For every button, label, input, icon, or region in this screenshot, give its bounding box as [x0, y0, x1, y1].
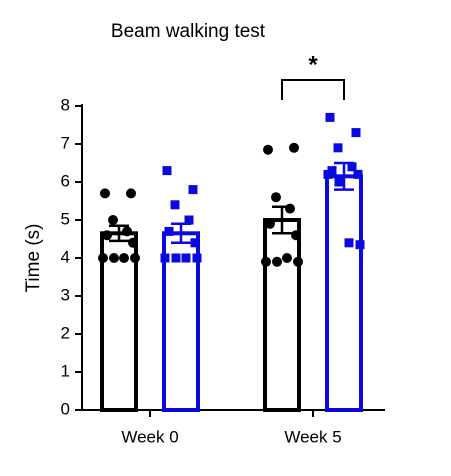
- data-point: [109, 253, 119, 263]
- y-tick-label: 5: [61, 209, 70, 228]
- data-point: [293, 256, 303, 267]
- data-point: [102, 230, 112, 241]
- data-point: [170, 200, 180, 210]
- data-point: [98, 253, 108, 263]
- y-axis-label: Time (s): [23, 224, 44, 293]
- data-point: [184, 215, 194, 225]
- data-point: [128, 237, 138, 248]
- data-point: [325, 112, 335, 122]
- data-point: [265, 218, 275, 229]
- data-point: [347, 162, 357, 172]
- y-tick-label: 1: [61, 361, 70, 380]
- data-point: [188, 185, 198, 195]
- data-point: [190, 238, 200, 248]
- data-point: [271, 192, 281, 203]
- data-point: [192, 253, 202, 263]
- y-tick-label: 6: [61, 171, 70, 190]
- data-point: [344, 238, 354, 248]
- data-point: [272, 256, 282, 267]
- data-point: [333, 143, 343, 153]
- significance-bracket: [281, 79, 345, 100]
- data-point: [355, 240, 365, 250]
- data-point: [108, 215, 118, 225]
- data-point: [162, 166, 172, 176]
- data-point: [119, 253, 129, 263]
- chart-title: Beam walking test: [111, 21, 266, 42]
- data-point: [181, 253, 191, 263]
- y-tick-label: 8: [61, 95, 70, 114]
- data-point: [122, 226, 132, 237]
- y-tick-label: 0: [61, 399, 70, 418]
- data-point: [334, 177, 344, 187]
- y-tick-label: 3: [61, 285, 70, 304]
- data-point: [351, 128, 361, 138]
- data-point: [282, 253, 292, 263]
- data-point: [261, 256, 271, 267]
- data-point: [291, 230, 301, 241]
- data-point: [263, 144, 273, 155]
- data-point: [289, 142, 299, 153]
- bar: [325, 174, 363, 412]
- y-tick-label: 4: [61, 247, 70, 266]
- data-point: [100, 188, 110, 199]
- data-point: [160, 253, 170, 263]
- y-tick-label: 7: [61, 133, 70, 152]
- data-point: [353, 169, 363, 179]
- x-tick-label: Week 0: [121, 427, 178, 446]
- data-point: [285, 203, 295, 214]
- data-point: [130, 253, 140, 263]
- bar: [263, 218, 301, 412]
- data-point: [323, 169, 333, 179]
- data-point: [126, 188, 136, 199]
- x-tick-label: Week 5: [284, 427, 341, 446]
- data-point: [164, 226, 174, 236]
- y-tick-label: 2: [61, 323, 70, 342]
- significance-label: *: [308, 51, 318, 78]
- data-point: [171, 253, 181, 263]
